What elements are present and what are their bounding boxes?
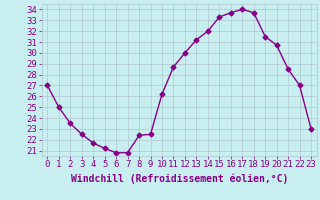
X-axis label: Windchill (Refroidissement éolien,°C): Windchill (Refroidissement éolien,°C) [70, 173, 288, 184]
